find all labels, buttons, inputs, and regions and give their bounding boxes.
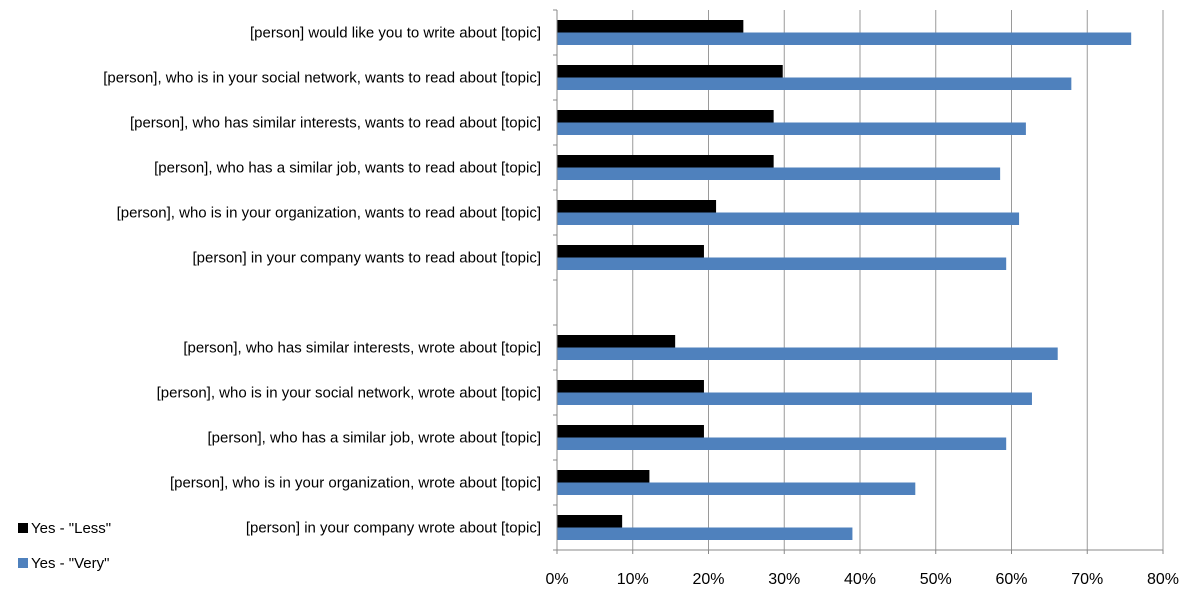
bar-less [557, 470, 650, 483]
axes [553, 9, 1164, 554]
legend-swatch-very [18, 558, 28, 568]
bar-less [557, 20, 744, 33]
x-tick-label: 10% [617, 571, 649, 587]
category-label: [person], who is in your organization, w… [170, 475, 541, 492]
category-label: [person] in your company wants to read a… [192, 250, 541, 267]
x-tick-label: 70% [1071, 571, 1103, 587]
bar-very [557, 32, 1132, 45]
x-tick-label: 50% [920, 571, 952, 587]
legend-label: Yes - "Less" [31, 520, 111, 537]
bar-very [557, 167, 1001, 180]
bar-less [557, 335, 676, 348]
category-label: [person], who has similar interests, wan… [130, 115, 541, 132]
bar-less [557, 380, 704, 393]
bar-very [557, 122, 1026, 135]
tick-labels: 0% 10% 20% 30% 40% 50% 60% 70% 80% [545, 571, 1179, 588]
bar-less [557, 515, 623, 528]
bar-very [557, 482, 916, 495]
x-tick-label: 30% [768, 571, 800, 587]
category-labels: [person] would like you to write about [… [103, 25, 541, 537]
bar-very [557, 437, 1007, 450]
bar-very [557, 392, 1032, 405]
gridlines [632, 10, 1164, 550]
category-label: [person], who is in your organization, w… [117, 205, 541, 222]
bar-less [557, 425, 704, 438]
category-label: [person], who is in your social network,… [103, 70, 541, 87]
category-label: [person], who has a similar job, wants t… [154, 160, 541, 177]
bar-very [557, 77, 1072, 90]
bar-less [557, 155, 774, 168]
bar-very [557, 527, 853, 540]
x-tick-label: 40% [844, 571, 876, 587]
bar-less [557, 65, 783, 78]
bar-very [557, 257, 1007, 270]
legend-label: Yes - "Very" [31, 555, 109, 572]
bar-less [557, 200, 717, 213]
x-tick-label: 20% [692, 571, 724, 587]
category-label: [person], who has similar interests, wro… [183, 340, 541, 357]
x-tick-label: 0% [545, 571, 568, 587]
x-tick-label: 60% [995, 571, 1027, 587]
category-label: [person] in your company wrote about [to… [246, 520, 541, 537]
legend-swatch-less [18, 523, 28, 533]
legend: Yes - "Less" Yes - "Very" [18, 520, 111, 572]
category-label: [person], who has a similar job, wrote a… [207, 430, 541, 447]
bar-less [557, 245, 704, 258]
bar-very [557, 347, 1058, 360]
bar-less [557, 110, 774, 123]
bars [557, 20, 1132, 540]
category-label: [person] would like you to write about [… [250, 25, 541, 42]
bar-very [557, 212, 1020, 225]
category-label: [person], who is in your social network,… [157, 385, 541, 402]
x-tick-label: 80% [1147, 571, 1179, 587]
